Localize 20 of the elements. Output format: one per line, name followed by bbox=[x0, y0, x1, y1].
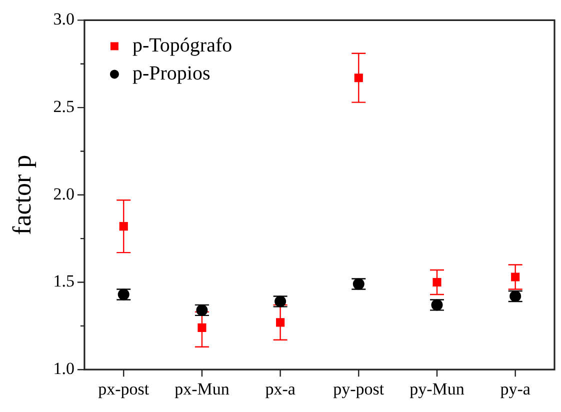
legend-label: p-Propios bbox=[132, 62, 210, 84]
x-tick-label: py-a bbox=[500, 379, 531, 398]
y-tick-label: 2.0 bbox=[53, 184, 74, 204]
x-tick-label: py-Mun bbox=[410, 379, 465, 398]
y-tick-label: 1.5 bbox=[53, 272, 74, 291]
x-tick-label: py-post bbox=[333, 379, 384, 398]
y-tick-label: 3.0 bbox=[53, 10, 74, 29]
x-tick-label: px-post bbox=[98, 379, 150, 398]
legend-label: p-Topógrafo bbox=[132, 34, 232, 56]
point bbox=[198, 323, 206, 332]
x-tick-label: px-a bbox=[265, 379, 296, 398]
point bbox=[354, 74, 363, 82]
point bbox=[511, 272, 520, 282]
y-axis-title: factor p bbox=[7, 154, 36, 235]
x-tick-label: px-Mun bbox=[174, 379, 230, 398]
y-tick-label: 2.5 bbox=[53, 97, 74, 116]
point bbox=[432, 278, 442, 287]
y-tick-label: 1.0 bbox=[53, 359, 74, 378]
point bbox=[276, 318, 285, 327]
point bbox=[119, 222, 128, 231]
